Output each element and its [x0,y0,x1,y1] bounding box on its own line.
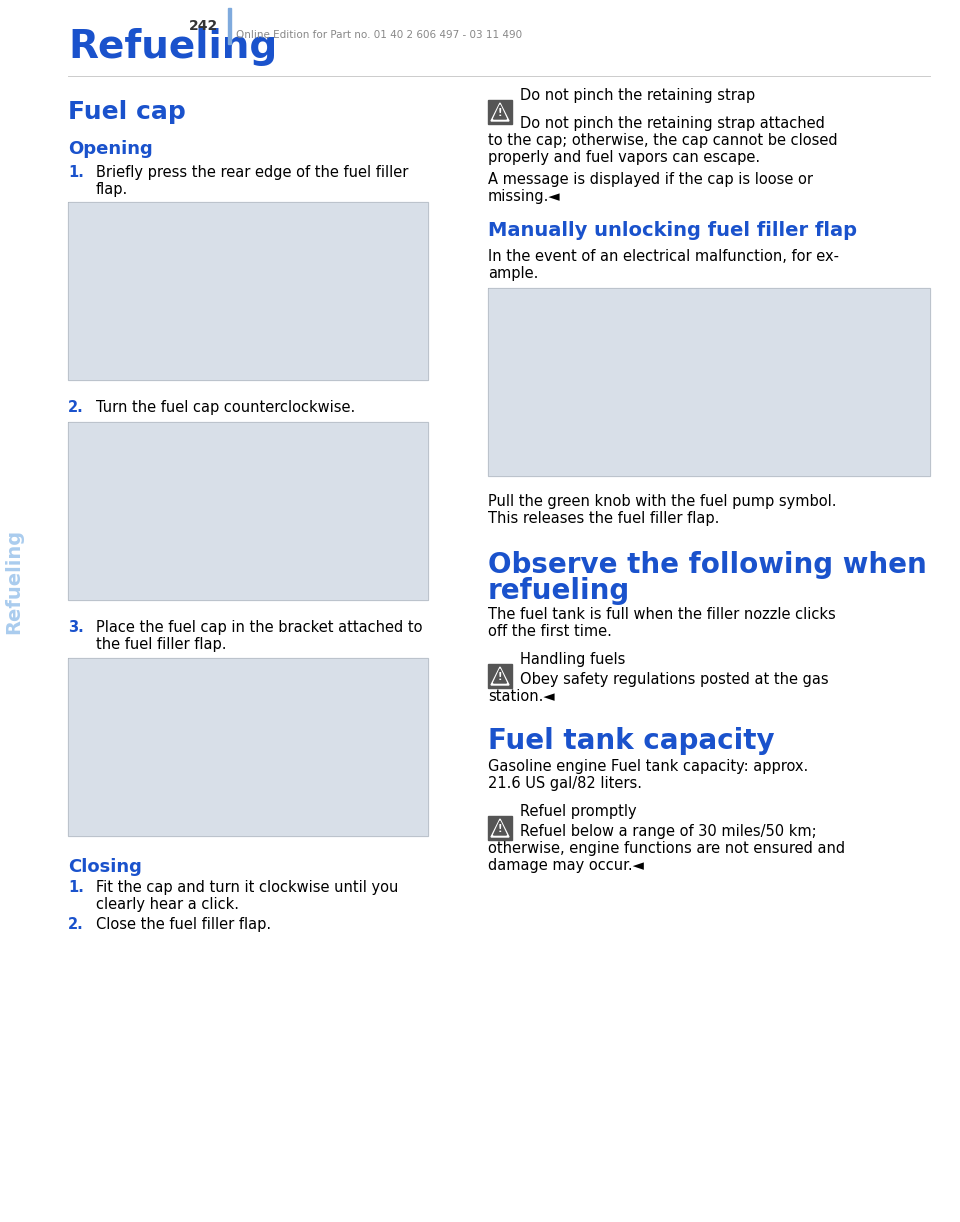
Text: Refuel below a range of 30 miles/50 km;: Refuel below a range of 30 miles/50 km; [520,824,817,840]
Text: damage may occur.◄: damage may occur.◄ [488,858,644,873]
Polygon shape [491,667,509,686]
Text: ample.: ample. [488,266,539,281]
Polygon shape [493,821,507,835]
Text: Gasoline engine Fuel tank capacity: approx.: Gasoline engine Fuel tank capacity: appr… [488,759,808,774]
Text: station.◄: station.◄ [488,689,555,704]
Text: 21.6 US gal/82 liters.: 21.6 US gal/82 liters. [488,776,642,791]
Polygon shape [493,105,507,119]
Text: Online Edition for Part no. 01 40 2 606 497 - 03 11 490: Online Edition for Part no. 01 40 2 606 … [236,31,522,40]
Text: Briefly press the rear edge of the fuel filler: Briefly press the rear edge of the fuel … [96,165,408,180]
Text: Closing: Closing [68,858,142,876]
Text: Refuel promptly: Refuel promptly [520,804,636,819]
Text: !: ! [497,108,502,119]
Bar [68,202,428,380]
Polygon shape [491,819,509,837]
Text: 3.: 3. [68,620,84,635]
Text: Handling fuels: Handling fuels [520,653,625,667]
Text: Do not pinch the retaining strap attached: Do not pinch the retaining strap attache… [520,116,825,131]
Text: Fit the cap and turn it clockwise until you: Fit the cap and turn it clockwise until … [96,880,398,895]
Text: In the event of an electrical malfunction, for ex-: In the event of an electrical malfunctio… [488,249,839,264]
Text: otherwise, engine functions are not ensured and: otherwise, engine functions are not ensu… [488,841,845,855]
Text: Place the fuel cap in the bracket attached to: Place the fuel cap in the bracket attach… [96,620,422,635]
Bar [68,657,428,836]
Text: refueling: refueling [488,577,631,605]
Text: Close the fuel filler flap.: Close the fuel filler flap. [96,916,271,932]
Bar [488,816,512,840]
Text: 1.: 1. [68,165,84,180]
Bar [488,100,512,123]
Text: flap.: flap. [96,182,129,197]
Text: A message is displayed if the cap is loose or: A message is displayed if the cap is loo… [488,172,813,187]
Text: off the first time.: off the first time. [488,624,612,639]
Text: the fuel filler flap.: the fuel filler flap. [96,637,227,653]
Text: Observe the following when: Observe the following when [488,551,926,579]
Polygon shape [493,668,507,683]
Text: Obey safety regulations posted at the gas: Obey safety regulations posted at the ga… [520,672,828,687]
Text: Pull the green knob with the fuel pump symbol.: Pull the green knob with the fuel pump s… [488,494,836,510]
Text: Fuel tank capacity: Fuel tank capacity [488,727,775,755]
Text: The fuel tank is full when the filler nozzle clicks: The fuel tank is full when the filler no… [488,607,836,622]
Text: Fuel cap: Fuel cap [68,100,185,123]
Text: to the cap; otherwise, the cap cannot be closed: to the cap; otherwise, the cap cannot be… [488,133,838,148]
Text: 1.: 1. [68,880,84,895]
Bar [68,422,428,600]
Text: 242: 242 [189,20,218,33]
Text: Do not pinch the retaining strap: Do not pinch the retaining strap [520,88,756,103]
Text: clearly hear a click.: clearly hear a click. [96,897,239,912]
Text: Turn the fuel cap counterclockwise.: Turn the fuel cap counterclockwise. [96,400,355,415]
Text: Manually unlocking fuel filler flap: Manually unlocking fuel filler flap [488,221,857,240]
Text: missing.◄: missing.◄ [488,189,561,204]
Text: !: ! [497,824,502,833]
Text: Opening: Opening [68,141,153,158]
Text: !: ! [497,672,502,682]
Bar [488,664,512,688]
Text: Refueling: Refueling [68,28,277,66]
Text: Refueling: Refueling [5,528,23,633]
Text: 2.: 2. [68,916,84,932]
Bar [488,288,930,477]
Text: properly and fuel vapors can escape.: properly and fuel vapors can escape. [488,150,760,165]
Text: 2.: 2. [68,400,84,415]
Polygon shape [491,103,509,121]
Text: This releases the fuel filler flap.: This releases the fuel filler flap. [488,511,719,525]
Bar [228,9,231,44]
